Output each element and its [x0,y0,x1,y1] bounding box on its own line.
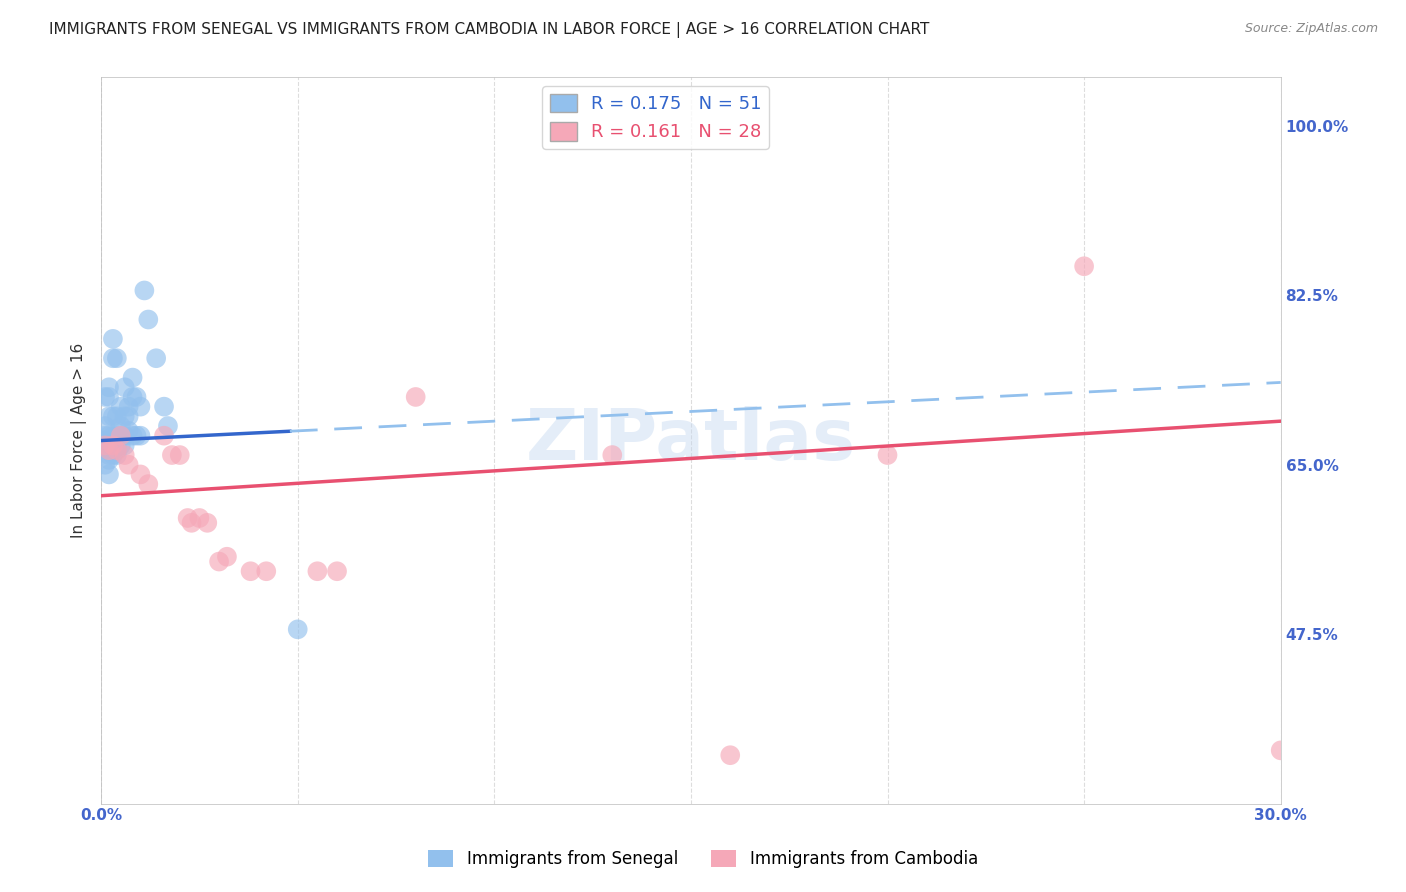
Point [153,428,176,442]
Point [1073,259,1095,273]
Point [125,390,148,404]
Point [156,419,179,434]
Point [105,409,128,424]
Point [101,351,124,366]
Point [215,549,238,564]
Point [169,448,191,462]
Point [307,564,329,578]
Point [98,443,121,458]
Point [110,438,132,452]
Point [114,380,136,394]
Point [125,428,148,442]
Point [114,438,136,452]
Point [101,448,124,462]
Point [98,453,121,467]
Point [1270,743,1292,757]
Point [105,351,128,366]
Point [136,312,159,326]
Point [121,370,143,384]
Point [101,438,124,452]
Point [105,443,128,458]
Point [94,458,117,472]
Point [94,428,117,442]
Point [718,748,741,763]
Point [101,428,124,442]
Point [145,351,167,366]
Point [153,400,176,414]
Point [101,409,124,424]
Point [101,438,124,452]
Point [600,448,623,462]
Point [114,409,136,424]
Point [129,428,152,442]
Point [98,428,121,442]
Point [105,428,128,442]
Text: ZIPatlas: ZIPatlas [526,406,856,475]
Point [195,516,218,530]
Point [101,443,124,458]
Point [98,380,121,394]
Point [129,467,152,482]
Point [110,419,132,434]
Point [118,400,141,414]
Text: Source: ZipAtlas.com: Source: ZipAtlas.com [1244,22,1378,36]
Point [105,438,128,452]
Point [101,332,124,346]
Y-axis label: In Labor Force | Age > 16: In Labor Force | Age > 16 [72,343,87,538]
Point [254,564,277,578]
Point [121,390,143,404]
Point [98,443,121,458]
Point [114,448,136,462]
Point [118,458,141,472]
Point [326,564,349,578]
Point [105,448,128,462]
Point [239,564,262,578]
Point [105,443,128,458]
Point [114,428,136,442]
Point [98,438,121,452]
Point [180,516,202,530]
Point [208,555,231,569]
Point [94,438,117,452]
Legend: R = 0.175   N = 51, R = 0.161   N = 28: R = 0.175 N = 51, R = 0.161 N = 28 [543,87,769,149]
Point [94,390,117,404]
Point [287,623,309,637]
Point [188,511,211,525]
Text: IMMIGRANTS FROM SENEGAL VS IMMIGRANTS FROM CAMBODIA IN LABOR FORCE | AGE > 16 CO: IMMIGRANTS FROM SENEGAL VS IMMIGRANTS FR… [49,22,929,38]
Point [110,428,132,442]
Point [176,511,198,525]
Point [121,428,143,442]
Point [110,428,132,442]
Point [94,419,117,434]
Point [118,409,141,424]
Point [118,424,141,438]
Legend: Immigrants from Senegal, Immigrants from Cambodia: Immigrants from Senegal, Immigrants from… [422,843,984,875]
Point [160,448,183,462]
Point [110,400,132,414]
Point [94,434,117,448]
Point [98,467,121,482]
Point [405,390,427,404]
Point [129,400,152,414]
Point [876,448,898,462]
Point [98,409,121,424]
Point [134,284,156,298]
Point [98,390,121,404]
Point [98,448,121,462]
Point [136,477,159,491]
